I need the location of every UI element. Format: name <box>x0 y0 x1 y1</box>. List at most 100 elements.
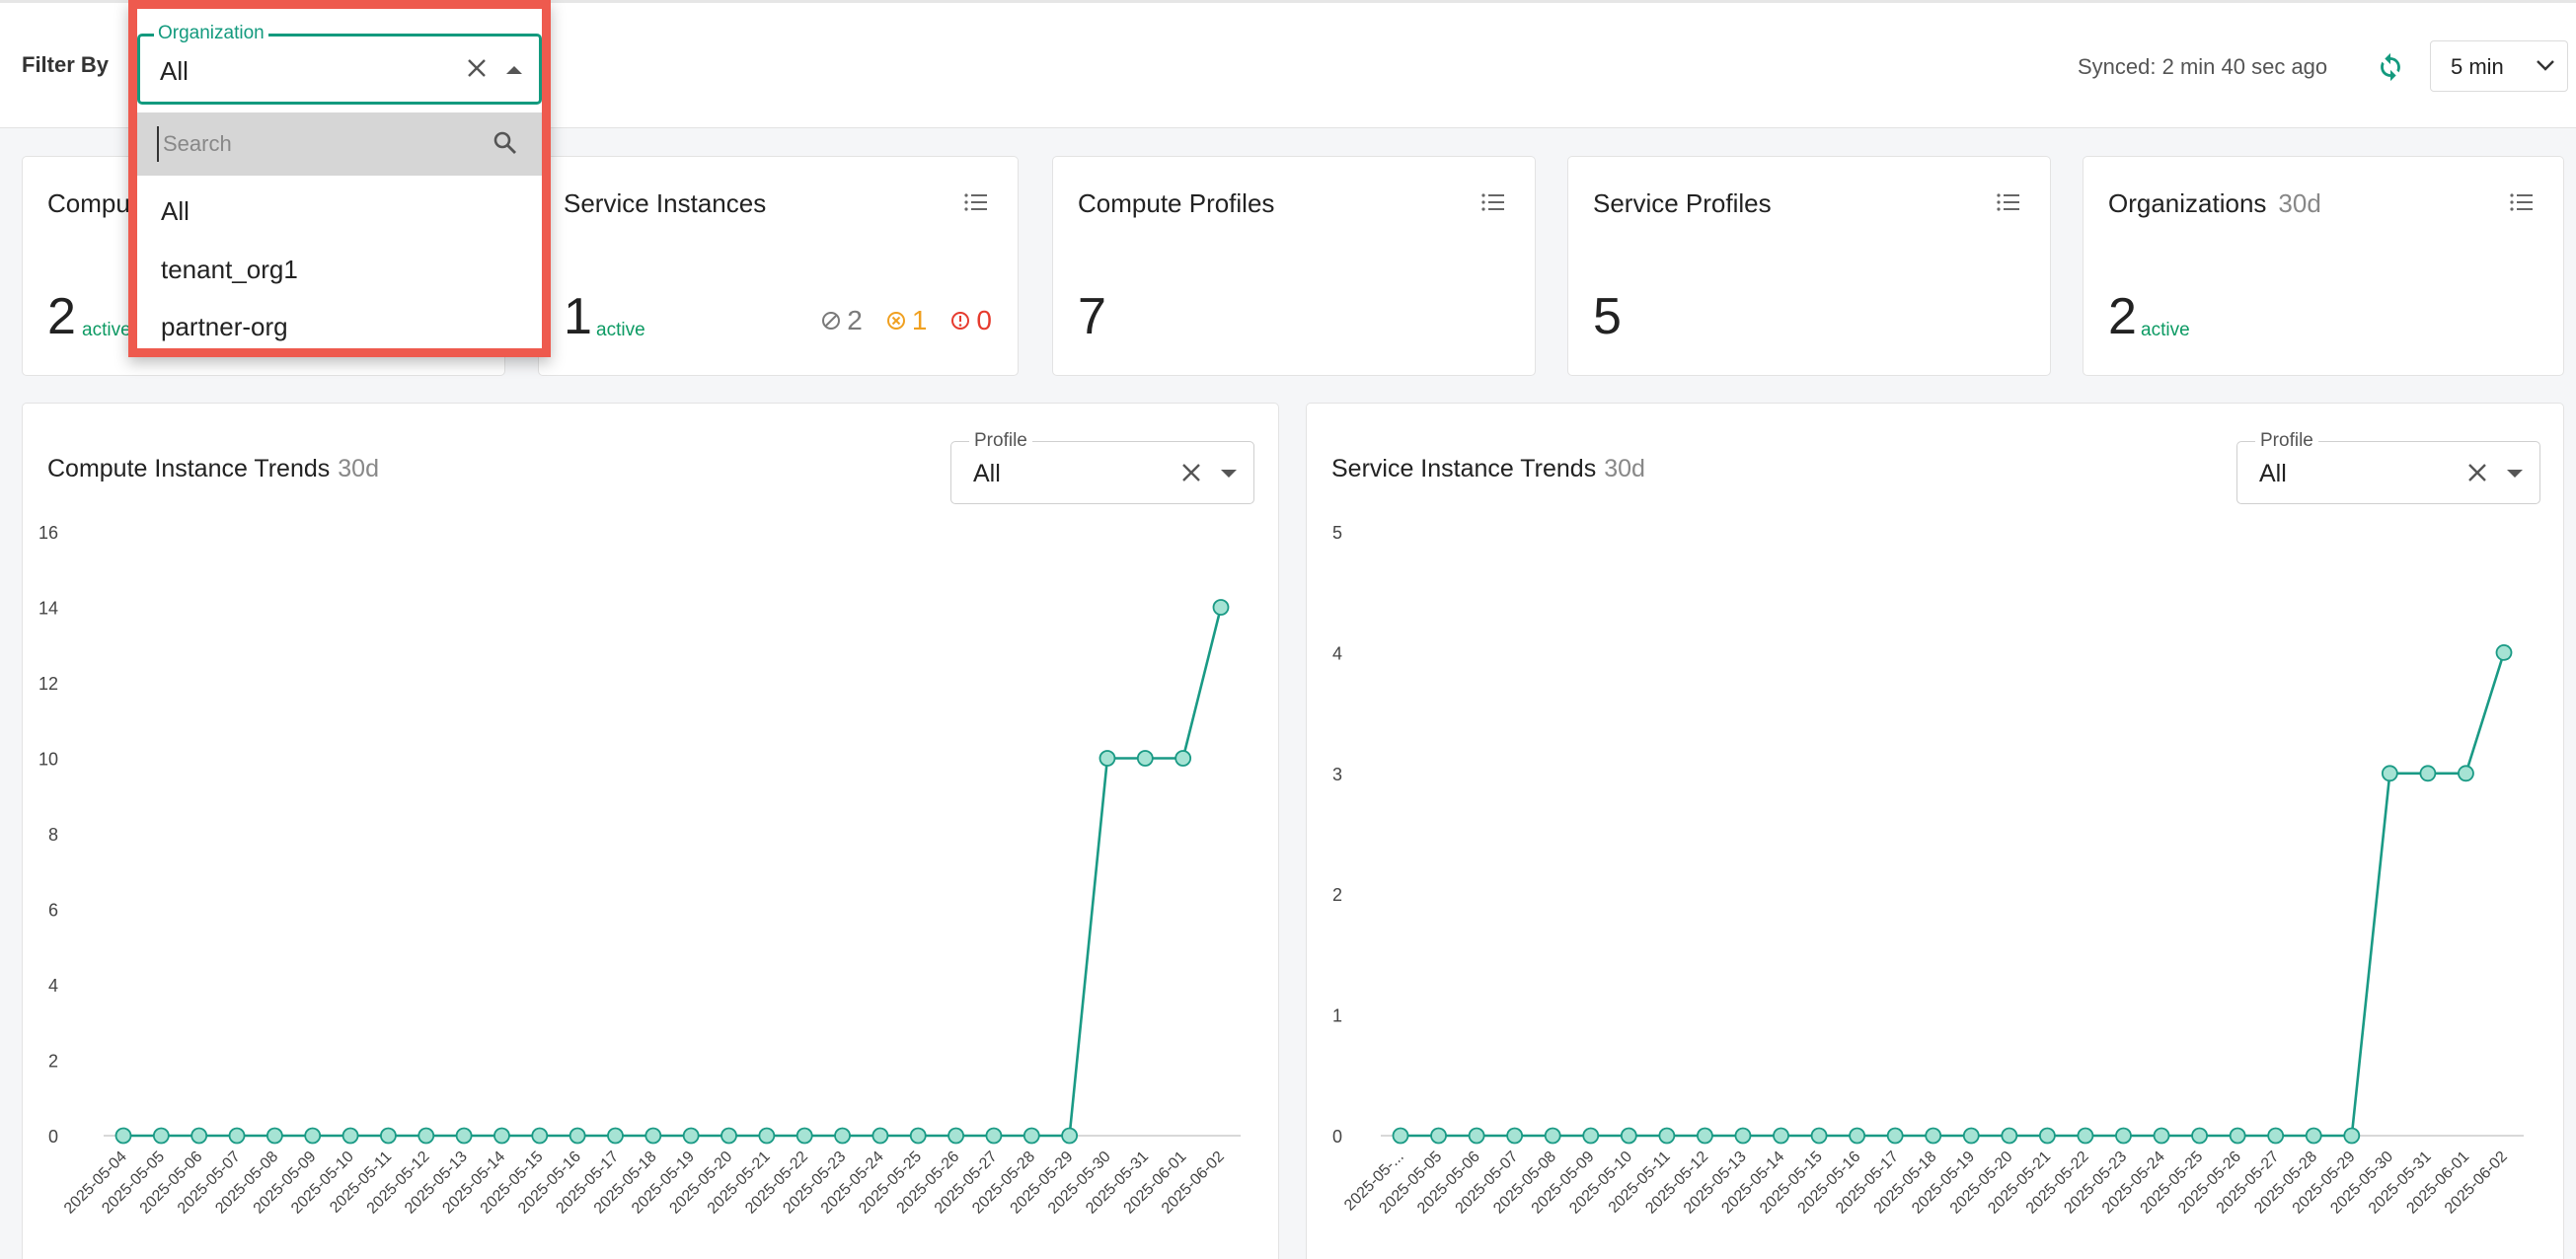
data-point[interactable] <box>265 1127 283 1145</box>
card-organizations: Organizations 30d 2 active <box>2083 156 2564 376</box>
profile-select[interactable]: Profile All <box>950 430 1254 504</box>
data-point[interactable] <box>1658 1127 1676 1145</box>
data-point[interactable] <box>720 1127 737 1145</box>
data-point[interactable] <box>607 1127 624 1145</box>
organization-option-all[interactable]: All <box>161 196 189 226</box>
card-count: 7 <box>1078 288 1106 345</box>
card-count: 1 <box>564 288 592 345</box>
data-point[interactable] <box>2038 1127 2056 1145</box>
data-point[interactable] <box>985 1127 1003 1145</box>
data-point[interactable] <box>2343 1127 2361 1145</box>
data-point[interactable] <box>1174 750 1192 767</box>
y-tick-label: 2 <box>48 1052 58 1072</box>
error-status: 0 <box>950 305 992 336</box>
data-point[interactable] <box>380 1127 397 1145</box>
data-point[interactable] <box>2229 1127 2246 1145</box>
data-point[interactable] <box>834 1127 851 1145</box>
y-tick-label: 3 <box>1332 765 1342 784</box>
card-count: 2 <box>47 288 76 345</box>
data-point[interactable] <box>341 1127 359 1145</box>
clear-icon[interactable] <box>2466 462 2488 483</box>
data-point[interactable] <box>1849 1127 1866 1145</box>
y-tick-label: 14 <box>38 599 58 619</box>
data-point[interactable] <box>1136 750 1154 767</box>
organization-option-partner-org[interactable]: partner-org <box>161 312 288 341</box>
list-icon[interactable] <box>2510 192 2534 212</box>
data-point[interactable] <box>1392 1127 1409 1145</box>
refresh-interval-select[interactable]: 5 min <box>2430 40 2568 92</box>
data-point[interactable] <box>2077 1127 2094 1145</box>
data-point[interactable] <box>1962 1127 1980 1145</box>
data-point[interactable] <box>2153 1127 2170 1145</box>
organization-select[interactable]: Organization All <box>137 23 542 105</box>
data-point[interactable] <box>568 1127 586 1145</box>
data-point[interactable] <box>114 1127 132 1145</box>
profile-select-legend: Profile <box>969 430 1032 452</box>
data-point[interactable] <box>1620 1127 1637 1145</box>
data-point[interactable] <box>228 1127 246 1145</box>
data-point[interactable] <box>417 1127 435 1145</box>
data-point[interactable] <box>682 1127 700 1145</box>
data-point[interactable] <box>1773 1127 1789 1145</box>
organization-value: All <box>160 56 189 86</box>
y-tick-label: 0 <box>48 1127 58 1147</box>
card-title: Compute Profiles <box>1078 188 1275 218</box>
data-point[interactable] <box>1886 1127 1904 1145</box>
data-point[interactable] <box>304 1127 322 1145</box>
organization-option-tenant-org1[interactable]: tenant_org1 <box>161 255 298 284</box>
data-point[interactable] <box>2381 765 2398 782</box>
data-point[interactable] <box>152 1127 170 1145</box>
list-icon[interactable] <box>1481 192 1505 212</box>
caret-down-icon[interactable] <box>2506 469 2524 479</box>
refresh-icon[interactable] <box>2374 50 2407 84</box>
data-point[interactable] <box>644 1127 662 1145</box>
data-point[interactable] <box>2115 1127 2132 1145</box>
data-point[interactable] <box>1925 1127 1942 1145</box>
data-point[interactable] <box>2495 643 2513 661</box>
data-point[interactable] <box>190 1127 208 1145</box>
organization-search-row <box>137 112 542 176</box>
data-point[interactable] <box>1810 1127 1828 1145</box>
data-point[interactable] <box>1697 1127 1713 1145</box>
card-title: Service Instances <box>564 188 767 218</box>
data-point[interactable] <box>1468 1127 1485 1145</box>
data-point[interactable] <box>758 1127 776 1145</box>
profile-select-value: All <box>2259 460 2287 487</box>
data-point[interactable] <box>1430 1127 1447 1145</box>
data-point[interactable] <box>871 1127 889 1145</box>
data-point[interactable] <box>1544 1127 1561 1145</box>
list-icon[interactable] <box>1997 192 2020 212</box>
data-point[interactable] <box>947 1127 964 1145</box>
data-point[interactable] <box>531 1127 549 1145</box>
caret-down-icon[interactable] <box>1220 469 1238 479</box>
list-icon[interactable] <box>964 192 988 212</box>
data-point[interactable] <box>1212 599 1230 616</box>
data-point[interactable] <box>2419 765 2437 782</box>
data-point[interactable] <box>909 1127 927 1145</box>
profile-select[interactable]: Profile All <box>2236 430 2540 504</box>
data-point[interactable] <box>2305 1127 2322 1145</box>
card-service-profiles: Service Profiles 5 <box>1567 156 2051 376</box>
chart-title-period: 30d <box>1604 455 1645 482</box>
organization-search-input[interactable] <box>157 126 473 162</box>
data-point[interactable] <box>2191 1127 2208 1145</box>
caret-up-icon[interactable] <box>505 65 523 75</box>
data-point[interactable] <box>1061 1127 1079 1145</box>
data-point[interactable] <box>1506 1127 1524 1145</box>
clear-icon[interactable] <box>466 57 488 79</box>
data-point[interactable] <box>2001 1127 2018 1145</box>
data-point[interactable] <box>1099 750 1116 767</box>
clear-icon[interactable] <box>1180 462 1202 483</box>
error-circle-icon <box>951 312 970 330</box>
data-point[interactable] <box>493 1127 510 1145</box>
data-point[interactable] <box>1734 1127 1752 1145</box>
y-tick-label: 6 <box>48 901 58 921</box>
data-point[interactable] <box>1582 1127 1600 1145</box>
card-title: Organizations 30d <box>2108 188 2321 219</box>
data-point[interactable] <box>1023 1127 1040 1145</box>
data-point[interactable] <box>2458 765 2474 782</box>
data-point[interactable] <box>455 1127 473 1145</box>
data-point[interactable] <box>2267 1127 2285 1145</box>
y-tick-label: 5 <box>1332 523 1342 543</box>
data-point[interactable] <box>796 1127 813 1145</box>
